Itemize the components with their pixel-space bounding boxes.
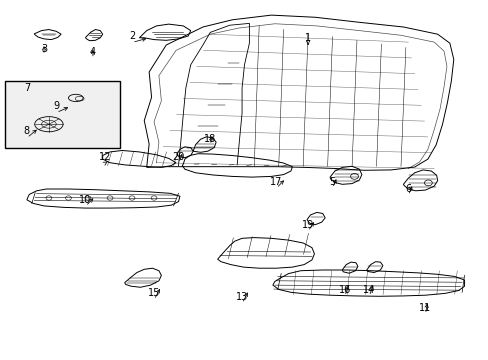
Text: 5: 5 (329, 177, 335, 187)
Text: 15: 15 (147, 288, 160, 298)
Text: 18: 18 (203, 134, 216, 144)
Text: 3: 3 (41, 44, 47, 54)
Text: 14: 14 (362, 285, 375, 295)
Text: 10: 10 (79, 195, 92, 205)
Text: 16: 16 (338, 285, 350, 295)
Text: 6: 6 (405, 184, 410, 194)
Text: 19: 19 (301, 220, 314, 230)
Text: 8: 8 (24, 126, 30, 136)
Text: 9: 9 (53, 101, 59, 111)
Text: 1: 1 (305, 33, 310, 43)
Text: 11: 11 (418, 303, 431, 313)
Text: 2: 2 (129, 31, 135, 41)
Text: 12: 12 (99, 152, 111, 162)
Bar (5, 81, 120, 148)
Text: 4: 4 (90, 47, 96, 57)
Text: 17: 17 (269, 177, 282, 187)
Text: 13: 13 (235, 292, 248, 302)
Text: 7: 7 (24, 83, 30, 93)
Text: 20: 20 (172, 152, 184, 162)
